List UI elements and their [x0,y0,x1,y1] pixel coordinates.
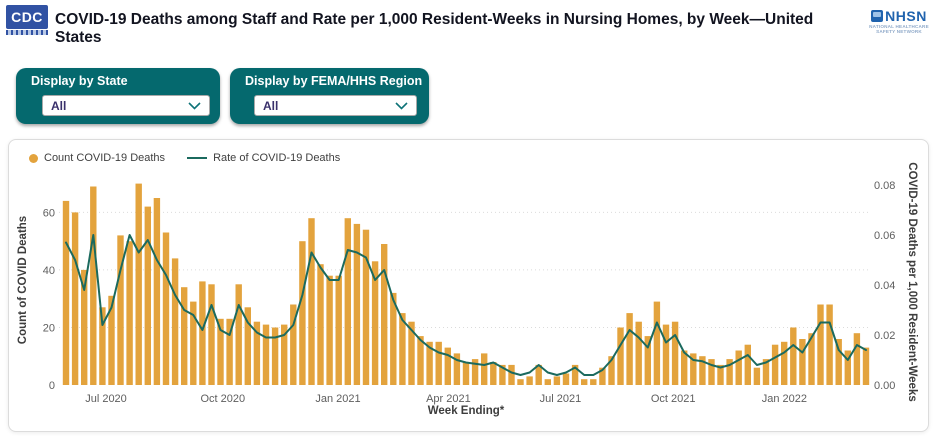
chart-card: Count COVID-19 Deaths Rate of COVID-19 D… [8,139,929,432]
chevron-down-icon [188,101,201,110]
combo-chart-plot[interactable]: 0 20 40 60 0.00 0.02 0.04 0.06 0.08 Jul 2020 Oct 2… [9,140,926,429]
state-dropdown-value: All [51,98,67,113]
legend-bar-marker [29,153,38,163]
cdc-logo[interactable]: CDC [6,5,48,35]
gridlines [59,211,870,328]
svg-text:40: 40 [43,265,55,277]
legend-bar-label: Count COVID-19 Deaths [44,152,166,164]
svg-text:Oct 2021: Oct 2021 [651,393,696,405]
y-left-axis-title: Count of COVID Deaths [17,215,29,345]
nhsn-subtitle-line1: NATIONAL HEALTHCARE [869,24,929,29]
filter-region-label: Display by FEMA/HHS Region [245,74,423,88]
svg-text:0.04: 0.04 [874,280,895,292]
cdc-logo-text: CDC [6,5,48,29]
axis-tick-labels: 0 20 40 60 0.00 0.02 0.04 0.06 0.08 Jul 2020 Oct 2… [43,180,896,405]
filter-state-label: Display by State [31,74,128,88]
svg-text:Apr 2021: Apr 2021 [426,393,471,405]
svg-text:Jul 2021: Jul 2021 [540,393,582,405]
chart-legend: Count COVID-19 Deaths Rate of COVID-19 D… [29,152,342,164]
svg-text:0.08: 0.08 [874,180,895,192]
region-dropdown[interactable]: All [254,95,417,116]
svg-text:Jan 2022: Jan 2022 [762,393,807,405]
header: CDC COVID-19 Deaths among Staff and Rate… [0,0,936,52]
bars-count-deaths[interactable] [62,183,870,385]
nhsn-logo[interactable]: NHSN NATIONAL HEALTHCARE SAFETY NETWORK [868,8,930,35]
legend-line-marker [187,157,208,159]
svg-text:0: 0 [49,380,55,392]
nhsn-subtitle-line2: SAFETY NETWORK [876,29,922,35]
filter-panel-state: Display by State All [16,68,220,124]
svg-text:Jul 2020: Jul 2020 [85,393,127,405]
nhsn-name: NHSN [885,8,927,24]
svg-text:0.02: 0.02 [874,330,895,342]
filter-panel-region: Display by FEMA/HHS Region All [230,68,429,124]
region-dropdown-value: All [263,98,279,113]
state-dropdown[interactable]: All [42,95,210,116]
svg-text:20: 20 [43,322,55,334]
y-right-axis-title: COVID-19 Deaths per 1,000 Resident-Weeks [906,162,918,402]
legend-line-label: Rate of COVID-19 Deaths [213,152,341,164]
nhsn-icon [871,10,884,22]
svg-text:Oct 2020: Oct 2020 [200,393,245,405]
svg-text:0.06: 0.06 [874,230,895,242]
page-title: COVID-19 Deaths among Staff and Rate per… [55,11,814,46]
cdc-logo-strip [6,30,48,35]
chevron-down-icon [395,101,408,110]
rate-line[interactable] [65,234,867,376]
svg-text:60: 60 [43,207,55,219]
x-axis-title: Week Ending* [427,405,505,417]
svg-text:0.00: 0.00 [874,380,895,392]
svg-text:Jan 2021: Jan 2021 [315,393,360,405]
